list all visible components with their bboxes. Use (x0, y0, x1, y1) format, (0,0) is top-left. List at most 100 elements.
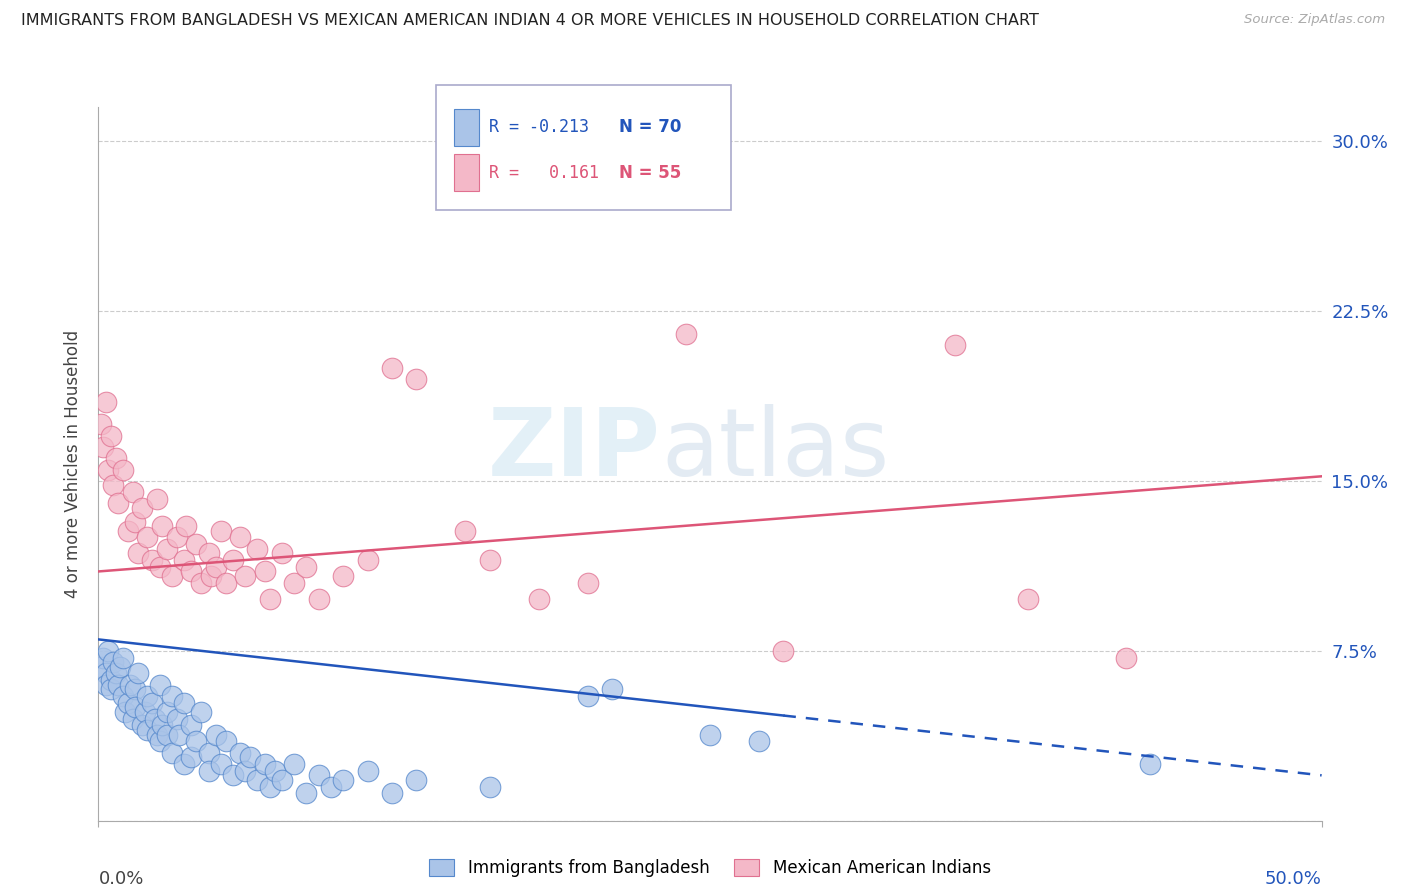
Point (319, 780, 342, 794)
Point (283, 575, 305, 590)
Point (120, 678, 142, 692)
Point (107, 496, 129, 510)
Point (156, 727, 179, 741)
Point (748, 734, 770, 748)
Point (156, 705, 179, 719)
Point (146, 491, 169, 506)
Point (134, 705, 156, 719)
Point (197, 764, 219, 778)
Point (124, 515, 146, 529)
Point (1139, 757, 1161, 772)
Point (136, 723, 159, 737)
Point (160, 689, 183, 703)
Point (478, 780, 501, 794)
Point (180, 750, 202, 764)
Point (110, 659, 132, 673)
Point (576, 689, 599, 703)
Point (160, 746, 183, 760)
Point (127, 546, 149, 560)
Point (190, 705, 212, 719)
Point (356, 553, 378, 567)
Point (100, 428, 122, 442)
Point (259, 780, 281, 794)
Point (124, 700, 146, 714)
Point (91, 440, 114, 454)
Point (104, 451, 127, 466)
Point (143, 712, 166, 726)
Point (149, 678, 172, 692)
Y-axis label: 4 or more Vehicles in Household: 4 or more Vehicles in Household (65, 330, 83, 598)
Text: IMMIGRANTS FROM BANGLADESH VS MEXICAN AMERICAN INDIAN 4 OR MORE VEHICLES IN HOUS: IMMIGRANTS FROM BANGLADESH VS MEXICAN AM… (21, 13, 1039, 29)
Point (160, 569, 183, 583)
Text: 50.0%: 50.0% (1265, 871, 1322, 888)
Point (233, 569, 256, 583)
Point (111, 462, 134, 476)
Point (332, 772, 354, 787)
Point (197, 546, 219, 560)
Text: R =   0.161: R = 0.161 (489, 164, 599, 182)
Point (675, 326, 697, 341)
Point (699, 727, 721, 741)
Point (190, 575, 212, 590)
Point (117, 524, 139, 538)
Point (111, 650, 134, 665)
Point (127, 666, 149, 681)
Point (100, 682, 122, 697)
Point (117, 696, 139, 710)
Point (943, 338, 966, 352)
Text: N = 55: N = 55 (619, 164, 681, 182)
Point (173, 757, 195, 772)
Text: Source: ZipAtlas.com: Source: ZipAtlas.com (1244, 13, 1385, 27)
Point (209, 524, 232, 538)
Point (214, 575, 236, 590)
Point (270, 772, 294, 787)
Point (253, 565, 276, 579)
Point (97, 462, 120, 476)
Point (173, 696, 195, 710)
Point (454, 524, 477, 538)
Point (222, 768, 245, 782)
Point (166, 712, 188, 726)
Point (121, 485, 143, 500)
Point (259, 591, 281, 606)
Point (246, 541, 269, 556)
Point (121, 712, 143, 726)
Point (136, 689, 159, 703)
Point (270, 546, 294, 560)
Point (576, 575, 599, 590)
Point (146, 727, 169, 741)
Point (101, 478, 124, 492)
Point (263, 764, 285, 778)
Point (295, 560, 318, 574)
Point (527, 591, 550, 606)
Point (176, 519, 198, 533)
Point (111, 689, 134, 703)
Point (131, 718, 153, 732)
Point (90, 417, 112, 432)
Text: 0.0%: 0.0% (98, 871, 143, 888)
Point (332, 569, 354, 583)
Point (91, 650, 114, 665)
Point (405, 772, 427, 787)
Point (1115, 650, 1137, 665)
Point (156, 541, 179, 556)
Point (229, 531, 252, 545)
Point (186, 734, 208, 748)
Point (1017, 591, 1039, 606)
Point (180, 565, 202, 579)
Point (229, 746, 252, 760)
Point (772, 644, 794, 658)
Point (197, 746, 219, 760)
Point (205, 560, 228, 574)
Point (150, 718, 173, 732)
Point (107, 678, 129, 692)
Point (295, 787, 318, 801)
Text: atlas: atlas (661, 403, 890, 496)
Point (200, 569, 222, 583)
Point (124, 682, 146, 697)
Point (233, 764, 256, 778)
Point (308, 768, 330, 782)
Point (222, 553, 245, 567)
Text: R = -0.213: R = -0.213 (489, 119, 589, 136)
Point (136, 531, 159, 545)
